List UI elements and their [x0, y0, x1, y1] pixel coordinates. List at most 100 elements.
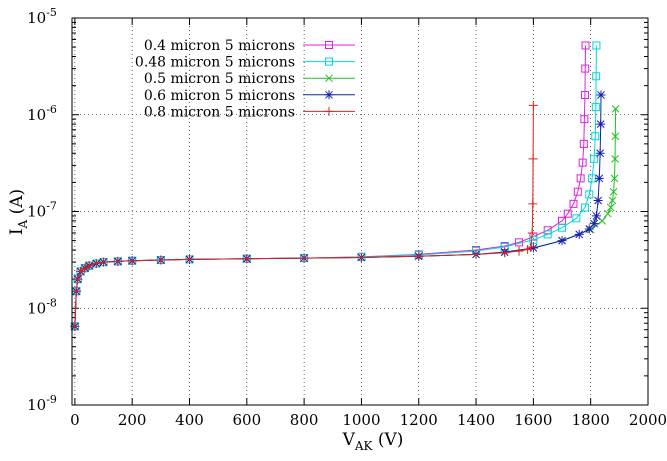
data-point	[576, 174, 585, 183]
legend-label: 0.5 micron 5 microns	[144, 71, 295, 87]
data-point	[563, 209, 572, 218]
x-tick-label: 1000	[342, 411, 380, 429]
data-point	[611, 105, 620, 113]
series-group	[70, 90, 606, 331]
data-point	[414, 251, 424, 261]
data-point	[596, 119, 606, 129]
y-tick-label: 10-7	[27, 200, 57, 221]
data-point	[589, 219, 599, 229]
data-point	[610, 174, 619, 183]
x-tick-label: 800	[290, 411, 319, 429]
data-point	[580, 115, 589, 124]
data-point	[578, 158, 587, 167]
data-point	[584, 224, 594, 234]
data-point	[593, 195, 603, 205]
y-tick-label: 10-5	[27, 6, 57, 27]
y-tick-label: 10-8	[27, 296, 57, 317]
data-point	[527, 228, 537, 238]
x-tick-label: 1400	[457, 411, 495, 429]
series-layer	[70, 41, 620, 331]
legend-label: 0.8 micron 5 microns	[144, 104, 295, 120]
data-point	[591, 132, 600, 141]
data-point	[71, 286, 81, 296]
series-line	[74, 94, 602, 327]
data-point	[591, 103, 600, 112]
x-tick-label: 1200	[400, 411, 438, 429]
data-point	[592, 72, 601, 81]
data-point	[529, 235, 538, 244]
data-point	[574, 229, 584, 239]
x-tick-label: 400	[175, 411, 204, 429]
x-tick-label: 1600	[514, 411, 552, 429]
x-tick-label: 0	[70, 411, 80, 429]
x-tick-label: 1800	[572, 411, 610, 429]
data-point	[356, 252, 366, 262]
data-point	[91, 259, 101, 269]
legend-marker	[324, 90, 334, 100]
data-point	[514, 246, 524, 256]
data-point	[596, 90, 606, 100]
legend-marker	[325, 41, 333, 49]
y-tick-labels: 10-9 10-8 10-7 10-6 10-5	[27, 6, 57, 414]
data-point	[572, 214, 581, 223]
data-point	[242, 254, 252, 264]
data-point	[581, 64, 590, 73]
data-point	[608, 196, 617, 205]
data-point	[609, 187, 618, 196]
data-point	[528, 154, 538, 164]
data-point	[598, 217, 607, 225]
data-point	[543, 230, 552, 239]
data-point	[299, 253, 309, 263]
legend-label: 0.48 micron 5 microns	[135, 55, 295, 71]
data-point	[127, 256, 137, 266]
data-point	[184, 254, 194, 264]
data-point	[579, 139, 588, 148]
data-point	[594, 173, 604, 183]
series-group	[71, 105, 620, 331]
data-point	[113, 256, 123, 266]
data-point	[84, 261, 94, 271]
data-point	[595, 148, 605, 158]
data-point	[586, 225, 595, 234]
data-point	[526, 242, 536, 252]
y-tick-label: 10-9	[27, 393, 57, 414]
data-point	[611, 155, 619, 163]
data-point	[500, 248, 510, 258]
x-tick-label: 200	[118, 411, 147, 429]
data-point	[590, 154, 599, 163]
data-point	[80, 263, 90, 273]
series-line	[74, 108, 617, 327]
data-point	[528, 100, 538, 110]
x-tick-label: 2000	[629, 411, 667, 429]
x-tick-label: 600	[232, 411, 261, 429]
data-point	[591, 211, 601, 221]
data-point	[471, 249, 481, 259]
legend-label: 0.4 micron 5 microns	[144, 38, 295, 54]
data-point	[611, 132, 620, 141]
data-point	[156, 255, 166, 265]
data-point	[604, 209, 612, 218]
data-point	[606, 203, 615, 212]
data-point	[573, 187, 582, 196]
x-axis-title: VAK (V)	[342, 430, 404, 453]
data-point	[580, 91, 589, 100]
data-point	[528, 243, 538, 253]
data-point	[569, 199, 578, 208]
data-point	[543, 226, 552, 235]
legend-marker	[324, 106, 334, 116]
data-point	[73, 274, 83, 284]
legend-marker	[325, 57, 333, 66]
data-point	[558, 223, 567, 232]
data-point	[557, 236, 567, 246]
legend-marker	[325, 74, 333, 83]
series-group	[70, 100, 538, 331]
data-point	[528, 199, 538, 209]
data-point	[581, 41, 590, 50]
legend-label: 0.6 micron 5 microns	[144, 88, 295, 104]
y-tick-label: 10-6	[27, 103, 57, 124]
y-axis-title: IA (A)	[7, 189, 30, 235]
data-point	[580, 203, 589, 212]
x-tick-labels: 0 200 400 600 800 1000 1200 1400 1600 1800 2000	[70, 411, 667, 429]
